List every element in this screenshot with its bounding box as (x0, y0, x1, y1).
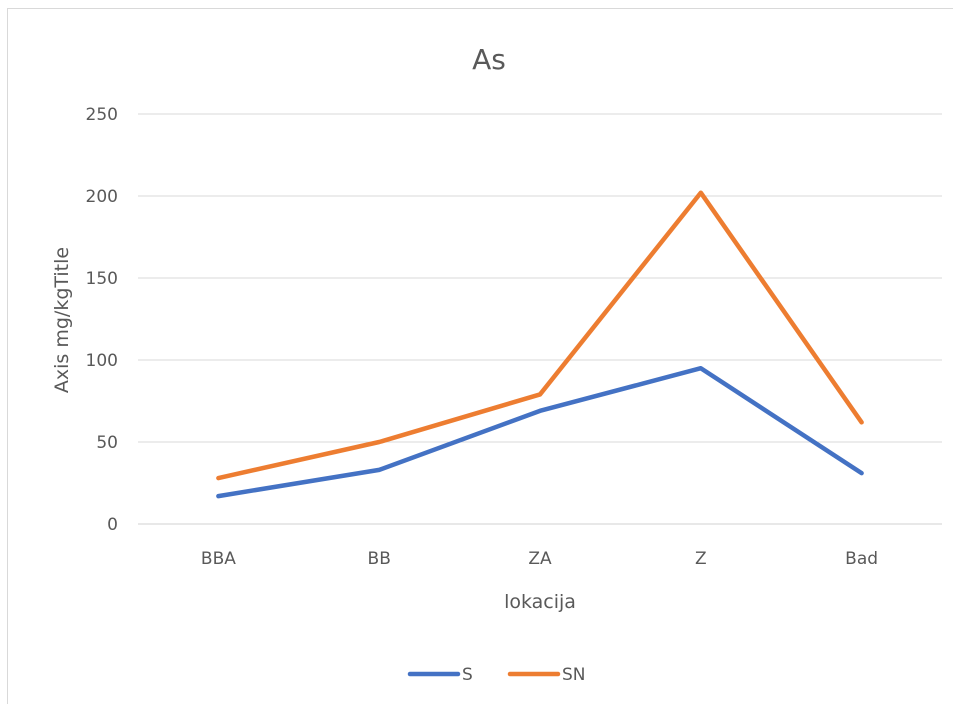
x-tick-label: BBA (201, 549, 236, 569)
x-axis-label: lokacija (504, 591, 576, 613)
legend-item-s: S (407, 665, 473, 685)
x-axis-ticks: BBA BB ZA Z Bad (201, 549, 878, 569)
chart-frame (7, 8, 953, 704)
series-lines (216, 190, 864, 499)
x-tick-label: Z (695, 549, 707, 569)
chart-title: As (472, 43, 506, 76)
y-tick-label: 200 (86, 187, 118, 207)
series-line-sn (216, 190, 864, 481)
y-tick-label: 150 (86, 269, 118, 289)
x-tick-label: Bad (845, 549, 878, 569)
series-line-s (216, 365, 864, 499)
legend-label: SN (562, 665, 586, 685)
legend-label: S (462, 665, 473, 685)
y-tick-label: 250 (86, 105, 118, 125)
y-axis-ticks: 0 50 100 150 200 250 (86, 105, 118, 535)
legend-item-sn: SN (507, 665, 586, 685)
gridlines (138, 113, 942, 525)
y-tick-label: 0 (107, 515, 118, 535)
y-tick-label: 100 (86, 351, 118, 371)
y-tick-label: 50 (96, 433, 118, 453)
x-tick-label: BB (368, 549, 391, 569)
y-axis-label: Axis mg/kgTitle (51, 247, 73, 393)
x-tick-label: ZA (528, 549, 552, 569)
legend: S SN (407, 665, 586, 685)
